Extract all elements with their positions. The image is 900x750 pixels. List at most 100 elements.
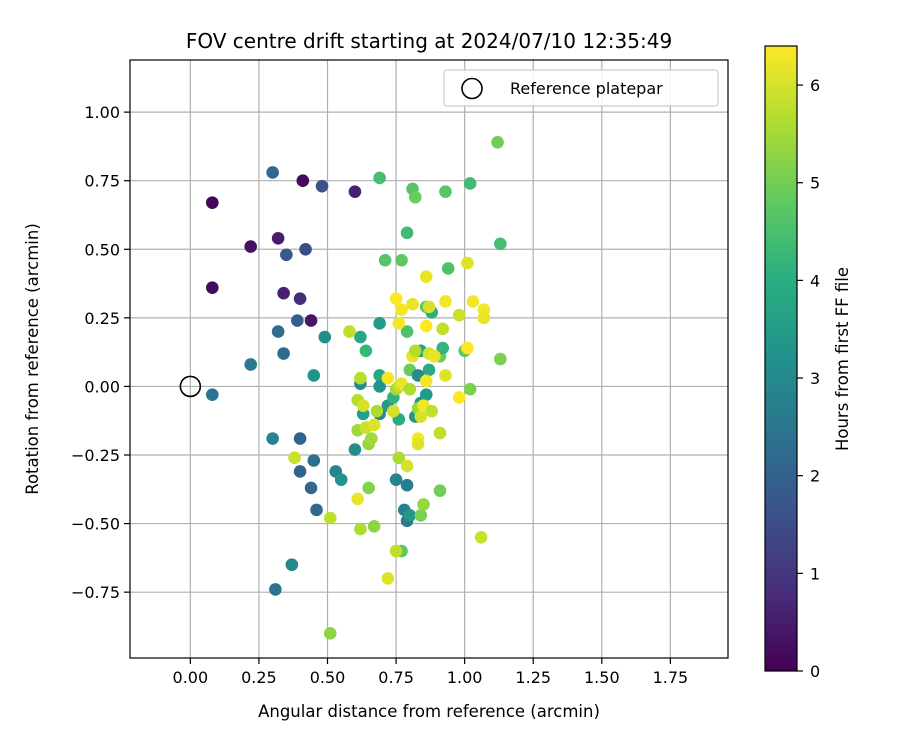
scatter-point [378,253,392,267]
x-tick-label: 0.50 [310,668,346,687]
scatter-point [244,358,257,371]
scatter-point [354,371,367,385]
scatter-point [271,325,285,338]
scatter-point [419,388,433,401]
scatter-point [403,509,417,522]
scatter-point [422,363,436,377]
colorbar-tick-label: 3 [810,369,820,388]
x-tick-label: 0.00 [173,668,209,687]
scatter-point [367,418,381,432]
x-tick-label: 1.25 [515,668,551,687]
scatter-point [288,451,301,465]
scatter-point [425,404,439,418]
scatter-point [422,300,436,314]
scatter-point [419,374,433,388]
scatter-point [436,322,450,336]
x-tick-label: 0.25 [241,668,277,687]
x-tick-label: 1.00 [447,668,483,687]
y-axis-ticks: −0.75 −0.50 −0.25 0.00 0.25 0.50 0.75 1.00 [71,103,130,602]
scatter-point [439,185,452,198]
y-tick-label: −0.25 [71,446,120,465]
plot-frame [129,59,729,659]
scatter-point [351,492,364,506]
y-tick-label: 1.00 [84,103,120,122]
x-tick-label: 0.75 [378,668,414,687]
scatter-point [373,380,386,393]
scatter-point [392,317,406,330]
reference-platepar-marker [179,375,202,398]
scatter-point [400,226,414,240]
scatter-point [293,465,307,478]
scatter-point [285,558,299,572]
scatter-point [403,382,417,396]
scatter-point [205,388,219,401]
colorbar-tick-label: 2 [810,467,820,486]
scatter-point [441,262,455,275]
scatter-point [323,511,337,525]
scatter-point [419,319,433,333]
y-tick-label: −0.50 [71,515,120,534]
scatter-point [277,286,290,300]
scatter-point [433,484,447,497]
scatter-point [307,369,321,382]
grid [130,60,728,658]
scatter-point [494,237,507,251]
chart-title: FOV centre drift starting at 2024/07/10 … [186,29,672,53]
scatter-point [304,314,318,327]
scatter-point [310,503,323,517]
y-tick-label: 0.25 [84,309,120,328]
scatter-point [452,391,466,404]
colorbar-tick-label: 1 [810,564,820,583]
scatter-point [348,443,362,456]
x-axis-ticks: 0.00 0.25 0.50 0.75 1.00 1.25 1.50 1.75 [173,658,689,687]
scatter-point [280,248,293,262]
scatter-point [269,583,282,596]
scatter-point [389,292,403,305]
scatter-point [477,311,491,325]
x-tick-label: 1.75 [653,668,689,687]
y-tick-label: 0.50 [84,240,120,259]
scatter-point [389,473,403,486]
y-tick-label: 0.00 [84,377,120,396]
scatter-point [244,240,257,253]
scatter-point [381,572,395,585]
scatter-point [491,135,504,149]
scatter-point [205,196,219,209]
scatter-point [406,297,419,311]
scatter-point [400,459,414,473]
scatter-point [494,352,507,366]
colorbar-tick-label: 0 [810,662,820,681]
scatter-point [362,481,375,495]
scatter-point [291,314,304,327]
scatter-point [354,522,367,536]
scatter-point [395,303,408,316]
y-axis-label: Rotation from reference (arcmin) [23,223,42,495]
scatter-point [266,166,279,179]
scatter-point [463,382,477,396]
legend-open-circle-icon [461,77,483,100]
y-tick-label: 0.75 [84,172,120,191]
colorbar-tick-label: 6 [810,76,820,95]
scatter-point [387,404,400,418]
colorbar [764,45,798,672]
scatter-point [348,185,362,198]
scatter-point [365,432,378,445]
scatter-point [304,481,318,495]
scatter-point [370,404,384,418]
scatter-point [359,344,373,358]
scatter-point [266,432,279,445]
legend-label: Reference platepar [510,79,663,98]
colorbar-tick-label: 4 [810,271,820,290]
scatter-point [411,437,425,451]
scatter-point [367,520,381,533]
scatter-point [392,451,406,465]
scatter-point [356,399,370,412]
scatter-point [433,426,447,440]
scatter-point [205,281,219,294]
data-points [205,135,507,640]
scatter-point [277,347,290,360]
scatter-point [408,344,422,358]
x-axis-label: Angular distance from reference (arcmin) [258,702,600,721]
colorbar-tick-label: 5 [810,174,820,193]
